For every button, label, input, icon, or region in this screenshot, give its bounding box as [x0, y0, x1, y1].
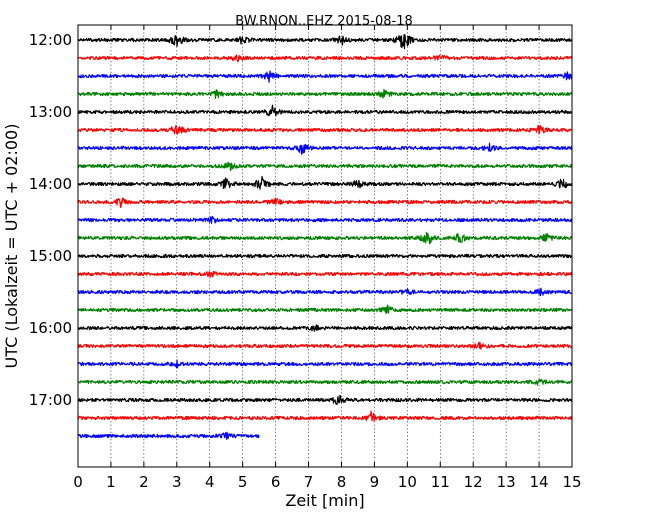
x-axis-label: Zeit [min]: [285, 491, 364, 510]
x-axis-ticks: 0 1 2 3 4 5 6 7 8 9 10 11 12 13 14 15: [73, 25, 582, 491]
x-tick-label-6: 6: [271, 473, 281, 491]
trace-1700: [77, 394, 573, 406]
trace-1500: [77, 253, 573, 259]
trace-1615: [77, 341, 573, 350]
y-tick-label-4: 16:00: [29, 319, 72, 337]
trace-1400: [77, 175, 573, 190]
trace-1315: [77, 124, 573, 135]
x-tick-label-3: 3: [172, 473, 182, 491]
x-tick-label-13: 13: [497, 473, 516, 491]
x-tick-label-9: 9: [370, 473, 380, 491]
x-tick-label-4: 4: [205, 473, 215, 491]
seismogram-traces: [77, 34, 573, 440]
x-tick-label-7: 7: [304, 473, 314, 491]
trace-1715: [77, 410, 573, 422]
trace-1215: [77, 54, 573, 63]
y-axis-ticks: 12:00 13:00 14:00 15:00 16:00 17:00: [29, 31, 572, 409]
trace-1330: [77, 142, 573, 155]
x-tick-label-2: 2: [139, 473, 149, 491]
trace-1515: [77, 270, 573, 278]
vertical-grid: [110, 25, 540, 467]
plot-frame: [77, 24, 573, 468]
x-tick-label-8: 8: [337, 473, 347, 491]
y-axis-label: UTC (Lokalzeit = UTC + 02:00): [2, 124, 21, 369]
y-tick-label-3: 15:00: [29, 247, 72, 265]
x-tick-label-14: 14: [530, 473, 549, 491]
y-tick-label-5: 17:00: [29, 391, 72, 409]
trace-1545: [77, 304, 573, 315]
trace-1600: [77, 324, 573, 332]
trace-1530: [77, 287, 573, 297]
y-tick-label-1: 13:00: [29, 103, 72, 121]
chart-title: BW.RNON..EHZ 2015-08-18: [235, 14, 413, 29]
trace-1200: [77, 34, 573, 50]
trace-1345: [77, 161, 573, 172]
trace-1630: [77, 359, 573, 369]
x-tick-label-12: 12: [464, 473, 483, 491]
x-tick-label-11: 11: [431, 473, 450, 491]
trace-1245: [77, 88, 573, 100]
x-tick-label-15: 15: [562, 473, 581, 491]
trace-1445: [77, 231, 573, 245]
trace-1430: [77, 215, 573, 224]
trace-1300: [77, 104, 573, 117]
trace-1230: [77, 70, 573, 83]
x-tick-label-5: 5: [238, 473, 248, 491]
trace-1730: [77, 431, 260, 440]
y-tick-label-0: 12:00: [29, 31, 72, 49]
trace-1415: [77, 197, 573, 208]
y-tick-label-2: 14:00: [29, 175, 72, 193]
x-tick-label-0: 0: [73, 473, 83, 491]
trace-1645: [77, 379, 573, 386]
x-tick-label-10: 10: [398, 473, 417, 491]
x-tick-label-1: 1: [106, 473, 116, 491]
